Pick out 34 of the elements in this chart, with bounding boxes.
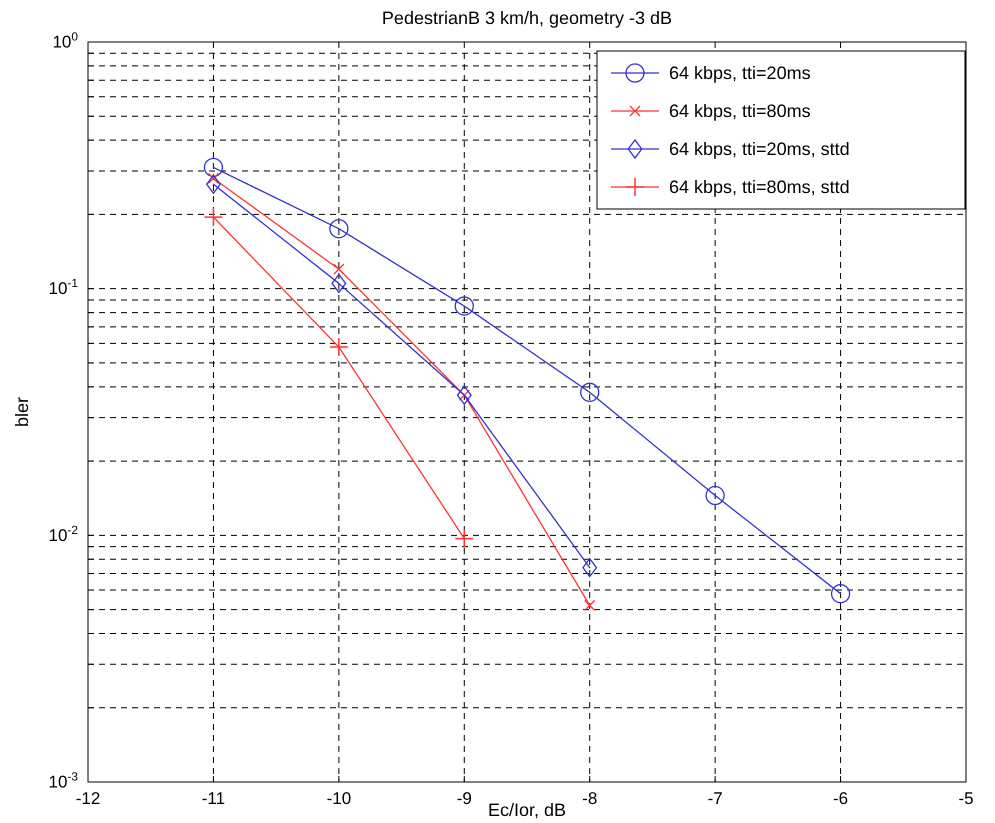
point: [582, 558, 598, 578]
legend-label: 64 kbps, tti=80ms: [669, 101, 811, 121]
y-tick-label: 10$^{0}$: [52, 29, 78, 52]
y-tick-label: 10$^{-3}$: [48, 769, 78, 792]
point: [329, 219, 349, 238]
x-tick-label: -6: [833, 789, 848, 808]
point: [333, 263, 345, 275]
point: [329, 337, 349, 357]
x-tick-label: -10: [326, 789, 352, 808]
x-tick-label: -5: [958, 789, 974, 808]
point: [206, 174, 221, 194]
point: [454, 528, 474, 548]
legend-label: 64 kbps, tti=80ms, sttd: [669, 177, 850, 197]
x-tick-label: -7: [708, 789, 723, 808]
point: [331, 274, 346, 294]
legend-label: 64 kbps, tti=20ms: [669, 63, 811, 83]
legend-label: 64 kbps, tti=20ms, sttd: [669, 139, 850, 159]
point: [204, 207, 224, 227]
point: [705, 486, 725, 506]
y-tick-label: 10$^{-1}$: [48, 276, 78, 298]
y-tick-label: 10$^{-2}$: [48, 522, 78, 545]
point: [580, 382, 600, 402]
point: [456, 386, 472, 405]
x-tick-label: -9: [456, 789, 472, 808]
x-tick-label: -11: [202, 789, 226, 808]
point: [204, 158, 224, 178]
x-tick-label: -12: [76, 789, 100, 808]
x-tick-label: -8: [582, 789, 598, 808]
point: [584, 600, 596, 612]
x-axis-title: Ec/Ior, dB: [488, 800, 566, 820]
chart-title: PedestrianB 3 km/h, geometry -3 dB: [382, 8, 672, 28]
y-axis-title: bler: [12, 396, 32, 428]
point: [830, 584, 850, 604]
point: [454, 296, 474, 316]
